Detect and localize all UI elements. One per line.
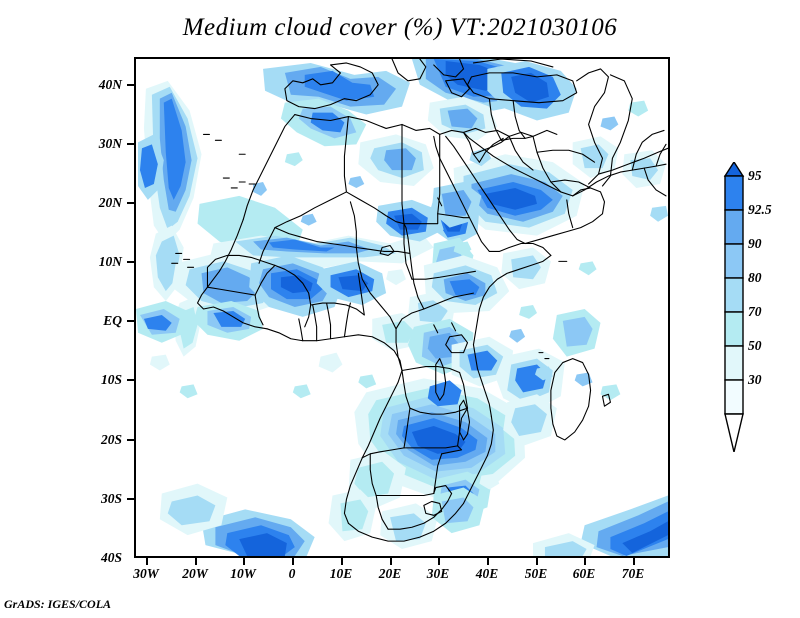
colorbar-label-50: 50 — [748, 338, 762, 353]
colorbar-swatches — [723, 162, 745, 452]
colorbar-cap-top — [723, 162, 745, 177]
y-tick-10n — [127, 261, 134, 263]
x-axis-label-60e: 60E — [572, 566, 596, 581]
x-tick-70e — [633, 558, 635, 565]
x-axis-label-30w: 30W — [133, 566, 159, 581]
x-axis-label-20e: 20E — [378, 566, 402, 581]
map-plot-area — [134, 57, 670, 558]
colorbar-band-30 — [724, 379, 744, 415]
y-axis-label-10s: 10S — [100, 372, 122, 387]
y-tick-20s — [127, 439, 134, 441]
colorbar-label-92-5: 92.5 — [748, 202, 772, 217]
x-axis-label-40e: 40E — [475, 566, 499, 581]
y-axis-label-30s: 30S — [100, 491, 122, 506]
y-axis-label-40n: 40N — [98, 77, 122, 92]
y-axis-label-20s: 20S — [100, 432, 122, 447]
x-axis-label-70e: 70E — [621, 566, 645, 581]
colorbar-band-92-5 — [724, 209, 744, 245]
y-axis-label-40s: 40S — [100, 550, 122, 565]
y-tick-10s — [127, 379, 134, 381]
colorbar-band-90 — [724, 243, 744, 279]
x-tick-10e — [341, 558, 343, 565]
y-axis-label-20n: 20N — [98, 195, 122, 210]
x-tick-60e — [584, 558, 586, 565]
x-axis-label-30e: 30E — [426, 566, 450, 581]
colorbar-label-95: 95 — [748, 168, 762, 183]
x-tick-20w — [195, 558, 197, 565]
y-tick-30n — [127, 143, 134, 145]
colorbar-band-50 — [724, 345, 744, 381]
colorbar-label-70: 70 — [748, 304, 762, 319]
x-axis-label-10e: 10E — [329, 566, 353, 581]
colorbar-label-90: 90 — [748, 236, 762, 251]
x-tick-0 — [292, 558, 294, 565]
x-tick-50e — [536, 558, 538, 565]
cloud-cover-shading — [136, 59, 668, 556]
y-tick-20n — [127, 202, 134, 204]
y-tick-eq — [127, 320, 134, 322]
x-tick-30e — [438, 558, 440, 565]
x-axis-label-10w: 10W — [230, 566, 256, 581]
y-axis-label-10n: 10N — [98, 254, 122, 269]
colorbar-band-70 — [724, 311, 744, 347]
colorbar-band-95 — [724, 175, 744, 211]
x-tick-30w — [146, 558, 148, 565]
colorbar-label-30: 30 — [748, 372, 762, 387]
map-canvas — [136, 59, 668, 556]
y-axis-label-30n: 30N — [98, 136, 122, 151]
y-tick-30s — [127, 498, 134, 500]
coastline-and-borders — [171, 59, 668, 542]
x-axis-label-0: 0 — [288, 566, 296, 581]
x-axis-label-20w: 20W — [182, 566, 208, 581]
colorbar: 95 92.5 90 80 70 50 30 — [712, 162, 772, 452]
grads-credit: GrADS: IGES/COLA — [4, 597, 112, 611]
x-tick-40e — [487, 558, 489, 565]
x-tick-20e — [390, 558, 392, 565]
y-tick-40n — [127, 84, 134, 86]
x-tick-10w — [243, 558, 245, 565]
colorbar-cap-bottom — [724, 413, 744, 452]
page-title: Medium cloud cover (%) VT:2021030106 — [182, 14, 618, 41]
x-axis-label-50e: 50E — [524, 566, 548, 581]
colorbar-label-80: 80 — [748, 270, 762, 285]
y-axis-label-eq: EQ — [103, 313, 122, 328]
colorbar-band-80 — [724, 277, 744, 313]
